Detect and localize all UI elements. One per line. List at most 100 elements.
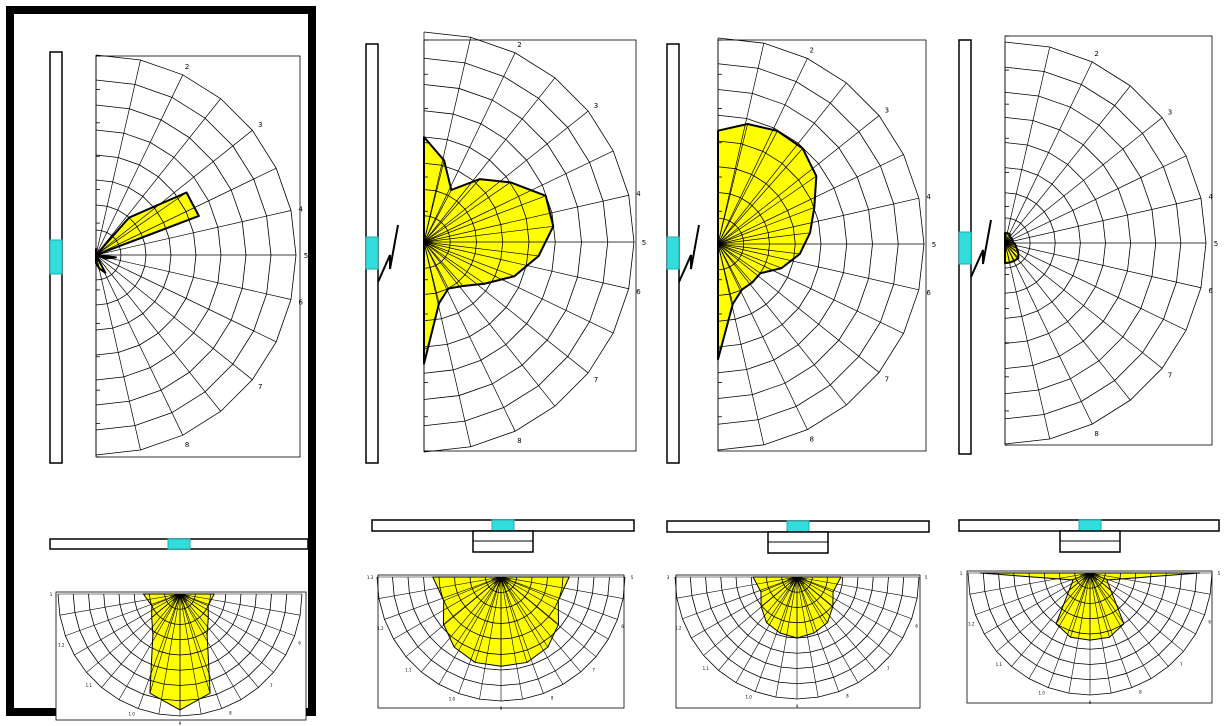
bottom-grid-spoke bbox=[676, 576, 798, 599]
side-grid-spoke bbox=[717, 243, 765, 445]
side-grid-spoke bbox=[95, 130, 253, 256]
bottom-grid-spoke bbox=[703, 576, 798, 656]
bottom-grid-spoke bbox=[754, 576, 798, 692]
side-grid-spoke bbox=[1004, 242, 1187, 331]
side-grid-spoke bbox=[423, 110, 589, 243]
bottom-grid-spoke bbox=[86, 593, 181, 673]
bottom-grid-spoke bbox=[691, 576, 798, 639]
side-angle-label: 7 bbox=[594, 376, 598, 384]
bottom-grid-spoke bbox=[179, 593, 295, 637]
bottom-angle-label: 1.2 bbox=[377, 626, 384, 631]
side-grid-spoke bbox=[1004, 242, 1163, 369]
bottom-angle-label: 1.1 bbox=[703, 666, 710, 671]
side-grid-spoke bbox=[717, 243, 919, 291]
side-angle-label: 4 bbox=[636, 190, 641, 198]
side-polar-grid: 2 3 4 5 6 7 8 bbox=[717, 37, 936, 451]
bottom-angle-label: 9 bbox=[1089, 700, 1092, 705]
side-lobe-ray bbox=[717, 175, 817, 245]
bottom-grid-spoke bbox=[479, 576, 502, 700]
side-angle-label: 4 bbox=[299, 205, 304, 213]
bottom-grid-spoke bbox=[984, 572, 1091, 635]
side-angle-label: 6 bbox=[926, 289, 931, 297]
side-angle-label: 3 bbox=[885, 106, 889, 114]
side-angle-label: 6 bbox=[1208, 287, 1213, 295]
side-grid-spoke bbox=[423, 241, 516, 432]
bottom-angle-label: 1.2 bbox=[968, 621, 975, 626]
side-angle-label: 7 bbox=[1168, 372, 1172, 380]
panel-4[interactable]: 2 3 4 5 6 7 8 1 1.2 1.1 1.0 9 8 7 6 5 bbox=[958, 35, 1221, 705]
side-grid-spoke bbox=[1004, 197, 1202, 244]
bottom-grid-spoke bbox=[1089, 572, 1211, 595]
side-lobe-ray bbox=[423, 178, 480, 243]
side-grid-spoke bbox=[95, 254, 292, 300]
side-angle-label: 7 bbox=[885, 376, 889, 384]
side-angle-label: 3 bbox=[1168, 108, 1172, 116]
side-grid-spoke bbox=[717, 58, 808, 245]
side-angle-label: 6 bbox=[636, 288, 641, 296]
side-grid-spoke bbox=[95, 254, 253, 380]
bottom-lobe-ray bbox=[796, 576, 815, 634]
bottom-grid-spoke bbox=[775, 576, 798, 698]
bottom-grid-spoke bbox=[438, 576, 502, 685]
side-lobe-ray bbox=[717, 232, 811, 245]
bottom-angle-label: 6 bbox=[915, 623, 918, 628]
bottom-grid-spoke bbox=[796, 576, 840, 692]
bottom-lobe-ray bbox=[474, 576, 502, 663]
bottom-lobe-ray bbox=[149, 593, 181, 694]
lamp-indicator-top bbox=[491, 519, 515, 532]
side-grid-spoke bbox=[1004, 242, 1131, 401]
bottom-grid-spoke bbox=[378, 576, 502, 599]
side-lobe-ray bbox=[95, 215, 199, 256]
bottom-grid-spoke bbox=[996, 572, 1091, 652]
side-polar-grid: 2 3 4 5 6 7 8 bbox=[95, 54, 308, 456]
side-grid-spoke bbox=[95, 254, 141, 451]
bottom-grid-spoke bbox=[500, 576, 609, 640]
panel-2[interactable]: 2 3 4 5 6 7 8 1.3 1.2 1.1 1.0 9 8 7 6 5 bbox=[365, 31, 646, 711]
side-lobe-ray bbox=[717, 243, 800, 255]
side-grid-spoke bbox=[95, 59, 141, 256]
side-grid-spoke bbox=[423, 241, 589, 374]
tilt-indicator-icon bbox=[377, 224, 399, 283]
side-angle-label: 4 bbox=[926, 193, 931, 201]
side-grid-spoke bbox=[1004, 242, 1051, 440]
bottom-grid-spoke bbox=[179, 593, 223, 709]
bottom-angle-label: 5 bbox=[925, 575, 928, 580]
bottom-lobe-ray bbox=[453, 576, 502, 648]
side-grid-spoke bbox=[1004, 46, 1051, 244]
bottom-grid-spoke bbox=[59, 593, 181, 616]
bottom-grid-spoke bbox=[65, 593, 181, 637]
side-lobe-ray bbox=[423, 241, 464, 287]
bottom-grid-spoke bbox=[1089, 572, 1205, 616]
bottom-angle-label: 9 bbox=[796, 704, 799, 709]
bottom-grid-spoke bbox=[405, 576, 502, 657]
side-grid-spoke bbox=[423, 52, 516, 243]
bottom-grid-spoke bbox=[179, 593, 301, 616]
side-grid-spoke bbox=[423, 77, 556, 243]
side-lobe-ray bbox=[423, 241, 539, 257]
bottom-angle-label: 1.1 bbox=[996, 662, 1003, 667]
bottom-angle-label: 8 bbox=[846, 694, 849, 699]
bottom-grid-spoke bbox=[500, 576, 523, 700]
side-angle-label: 5 bbox=[642, 239, 646, 247]
side-lobe-shape bbox=[717, 122, 818, 361]
bottom-angle-label: 8 bbox=[1139, 690, 1142, 695]
panel-3[interactable]: 2 3 4 5 6 7 8 3 1.2 1.1 1.0 9 8 7 6 5 bbox=[666, 37, 937, 709]
bottom-grid-spoke bbox=[101, 593, 181, 688]
bottom-grid-spoke bbox=[796, 576, 903, 639]
bottom-grid-spoke bbox=[1089, 572, 1112, 694]
bottom-grid-spoke bbox=[969, 572, 1091, 595]
side-angle-label: 2 bbox=[517, 41, 521, 49]
panel-1[interactable]: 2 3 4 5 6 7 8 1 1.2 1.1 1.0 9 8 7 6 5 bbox=[6, 6, 316, 726]
side-grid-spoke bbox=[717, 243, 880, 373]
bottom-grid-spoke bbox=[1089, 572, 1152, 679]
side-angle-label: 8 bbox=[809, 436, 813, 444]
bottom-grid-spoke bbox=[500, 576, 597, 657]
side-grid-spoke bbox=[717, 243, 904, 334]
side-angle-label: 8 bbox=[517, 437, 521, 445]
bottom-grid-spoke bbox=[179, 593, 259, 688]
side-grid-spoke bbox=[423, 241, 472, 447]
side-lobe-ray bbox=[423, 225, 554, 243]
side-lobe-shape bbox=[423, 136, 555, 365]
bottom-lobe-ray bbox=[179, 593, 211, 694]
bottom-angle-label: 3 bbox=[667, 575, 670, 580]
